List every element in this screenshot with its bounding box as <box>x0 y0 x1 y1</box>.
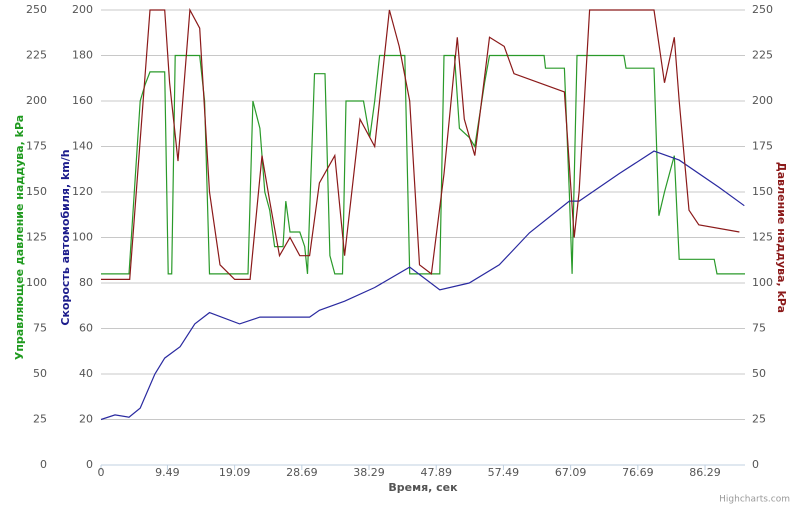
x-tick-label: 0 <box>98 466 105 479</box>
y-tick-label: 125 <box>26 231 47 244</box>
y-tick-label: 100 <box>72 231 93 244</box>
y-tick-label: 200 <box>752 94 773 107</box>
x-tick-label: 67.09 <box>555 466 587 479</box>
y-tick-label: 175 <box>26 140 47 153</box>
series-line <box>100 150 745 421</box>
y-tick-label: 250 <box>26 3 47 16</box>
y-tick-label: 25 <box>752 413 766 426</box>
x-axis-title: Время, сек <box>388 481 458 494</box>
y-axis-title: Скорость автомобиля, km/h <box>59 149 72 325</box>
y-tick-label: 200 <box>72 3 93 16</box>
x-tick-label: 38.29 <box>353 466 385 479</box>
y-tick-label: 50 <box>752 367 766 380</box>
x-tick-label: 47.89 <box>420 466 452 479</box>
y-tick-label: 80 <box>79 276 93 289</box>
y-tick-label: 150 <box>26 185 47 198</box>
y-tick-label: 160 <box>72 94 93 107</box>
x-tick-label: 86.29 <box>689 466 721 479</box>
y-tick-label: 120 <box>72 185 93 198</box>
y-tick-label: 180 <box>72 49 93 62</box>
y-tick-label: 100 <box>752 276 773 289</box>
y-tick-label: 0 <box>752 458 759 471</box>
y-tick-label: 60 <box>79 322 93 335</box>
y-tick-label: 0 <box>86 458 93 471</box>
y-tick-label: 40 <box>79 367 93 380</box>
y-tick-label: 75 <box>33 322 47 335</box>
y-axis-title: Управляющее давление наддува, kPa <box>13 115 26 360</box>
y-tick-label: 250 <box>752 3 773 16</box>
y-tick-label: 50 <box>33 367 47 380</box>
y-tick-label: 225 <box>26 49 47 62</box>
y-tick-label: 75 <box>752 322 766 335</box>
y-tick-label: 150 <box>752 185 773 198</box>
y-tick-label: 200 <box>26 94 47 107</box>
x-tick-label: 19.09 <box>219 466 251 479</box>
series-line <box>101 7 740 280</box>
x-tick-label: 28.69 <box>286 466 318 479</box>
y-tick-label: 0 <box>40 458 47 471</box>
y-tick-label: 175 <box>752 140 773 153</box>
y-tick-label: 20 <box>79 413 93 426</box>
y-tick-label: 25 <box>33 413 47 426</box>
x-tick-label: 76.69 <box>622 466 654 479</box>
y-tick-label: 140 <box>72 140 93 153</box>
y-axis-title: Давление наддува, kPa <box>775 162 788 313</box>
y-tick-label: 100 <box>26 276 47 289</box>
y-tick-label: 125 <box>752 231 773 244</box>
credits: Highcharts.com <box>719 495 790 505</box>
y-tick-label: 225 <box>752 49 773 62</box>
x-tick-label: 57.49 <box>488 466 520 479</box>
x-tick-label: 9.49 <box>155 466 180 479</box>
